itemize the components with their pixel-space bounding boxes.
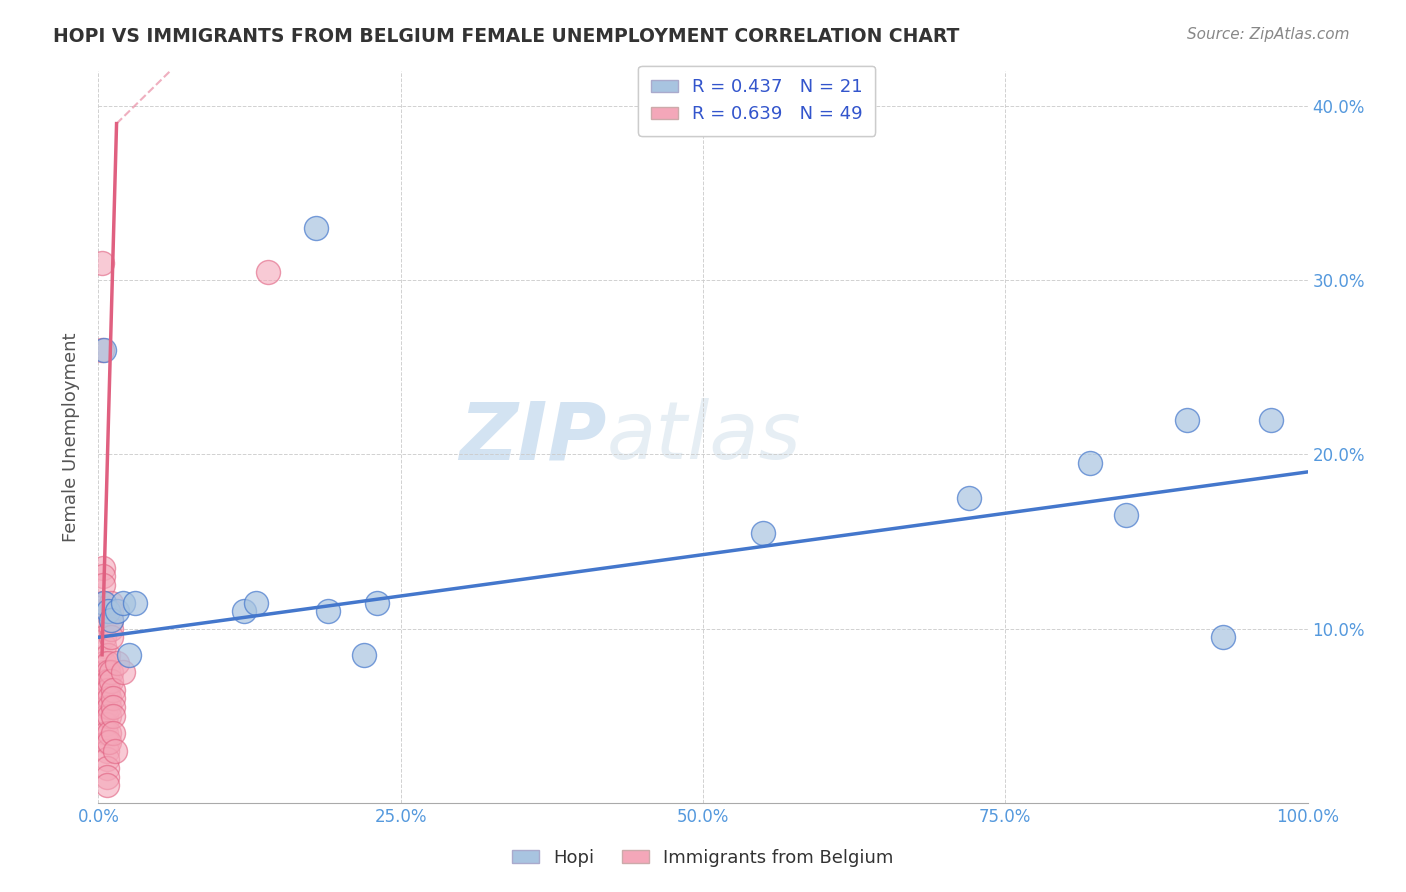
- Point: [91, 569, 114, 583]
- Point: [1175, 412, 1198, 426]
- Y-axis label: Female Unemployment: Female Unemployment: [62, 333, 80, 541]
- Point: [104, 743, 127, 757]
- Point: [100, 673, 122, 688]
- Point: [100, 613, 122, 627]
- Point: [111, 665, 134, 680]
- Point: [93, 673, 115, 688]
- Point: [96, 735, 118, 749]
- Point: [101, 682, 124, 697]
- Point: [100, 613, 122, 627]
- Point: [94, 682, 117, 697]
- Point: [124, 595, 146, 609]
- Point: [305, 221, 328, 235]
- Point: [232, 604, 254, 618]
- Point: [98, 691, 121, 706]
- Text: ZIP: ZIP: [458, 398, 606, 476]
- Point: [98, 708, 121, 723]
- Point: [353, 648, 375, 662]
- Point: [101, 700, 124, 714]
- Point: [97, 648, 120, 662]
- Point: [98, 726, 121, 740]
- Text: atlas: atlas: [606, 398, 801, 476]
- Point: [96, 743, 118, 757]
- Text: Source: ZipAtlas.com: Source: ZipAtlas.com: [1187, 27, 1350, 42]
- Point: [93, 657, 115, 671]
- Legend: Hopi, Immigrants from Belgium: Hopi, Immigrants from Belgium: [505, 842, 901, 874]
- Point: [94, 700, 117, 714]
- Point: [101, 708, 124, 723]
- Point: [100, 665, 122, 680]
- Point: [100, 595, 122, 609]
- Point: [105, 604, 128, 618]
- Point: [98, 700, 121, 714]
- Point: [256, 265, 278, 279]
- Point: [91, 578, 114, 592]
- Point: [111, 595, 134, 609]
- Legend: R = 0.437   N = 21, R = 0.639   N = 49: R = 0.437 N = 21, R = 0.639 N = 49: [638, 66, 876, 136]
- Point: [96, 752, 118, 766]
- Point: [91, 560, 114, 574]
- Point: [101, 691, 124, 706]
- Text: HOPI VS IMMIGRANTS FROM BELGIUM FEMALE UNEMPLOYMENT CORRELATION CHART: HOPI VS IMMIGRANTS FROM BELGIUM FEMALE U…: [53, 27, 960, 45]
- Point: [752, 525, 775, 540]
- Point: [100, 604, 122, 618]
- Point: [97, 673, 120, 688]
- Point: [96, 770, 118, 784]
- Point: [1115, 508, 1137, 523]
- Point: [100, 631, 122, 645]
- Point: [1212, 631, 1234, 645]
- Point: [97, 604, 120, 618]
- Point: [93, 613, 115, 627]
- Point: [94, 708, 117, 723]
- Point: [97, 682, 120, 697]
- Point: [94, 726, 117, 740]
- Point: [245, 595, 267, 609]
- Point: [93, 631, 115, 645]
- Point: [94, 691, 117, 706]
- Point: [366, 595, 388, 609]
- Point: [91, 343, 114, 357]
- Point: [96, 778, 118, 792]
- Point: [316, 604, 339, 618]
- Point: [97, 657, 120, 671]
- Point: [93, 343, 115, 357]
- Point: [1260, 412, 1282, 426]
- Point: [101, 726, 124, 740]
- Point: [91, 595, 114, 609]
- Point: [957, 491, 980, 505]
- Point: [1078, 456, 1101, 470]
- Point: [98, 735, 121, 749]
- Point: [94, 717, 117, 731]
- Point: [93, 665, 115, 680]
- Point: [93, 595, 115, 609]
- Point: [97, 665, 120, 680]
- Point: [96, 761, 118, 775]
- Point: [118, 648, 141, 662]
- Point: [105, 657, 128, 671]
- Point: [93, 639, 115, 653]
- Point: [100, 622, 122, 636]
- Point: [91, 256, 114, 270]
